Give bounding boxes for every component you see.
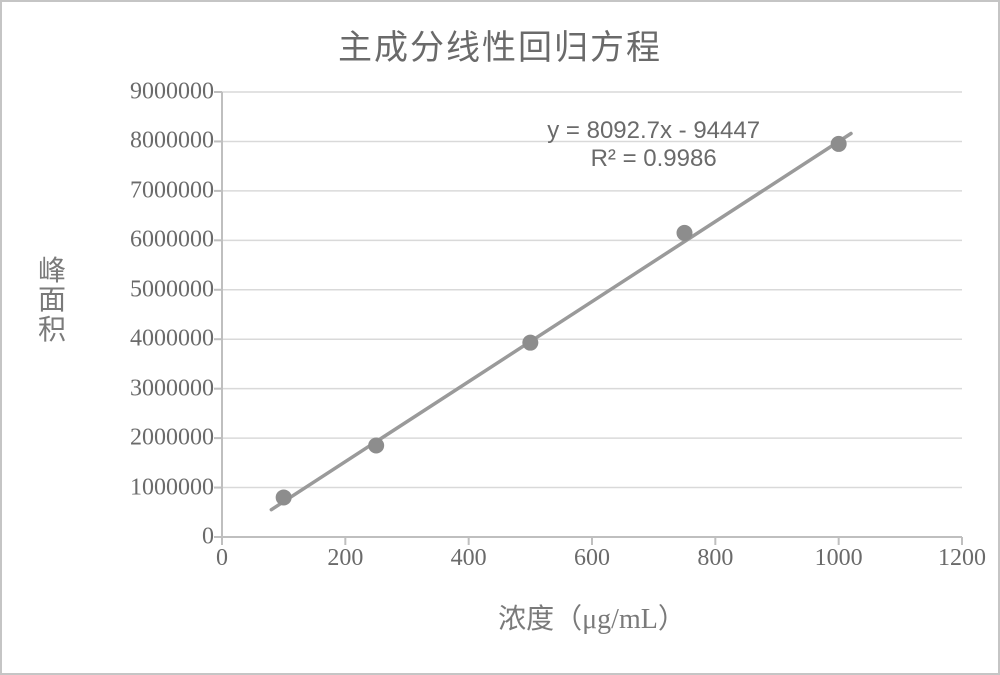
annotation-equation: y = 8092.7x - 94447 [547, 117, 760, 145]
x-axis-title: 浓度（μg/mL） [498, 597, 686, 637]
x-tick-label: 1200 [938, 537, 986, 572]
x-tick-label: 600 [574, 537, 610, 572]
y-tick-label: 8000000 [130, 128, 222, 155]
x-tick-label: 800 [697, 537, 733, 572]
regression-annotation: y = 8092.7x - 94447 R² = 0.9986 [547, 117, 760, 173]
x-tick-label: 1000 [815, 537, 863, 572]
y-tick-label: 3000000 [130, 375, 222, 402]
y-axis-title-char: 峰 [36, 257, 68, 286]
y-tick-label: 2000000 [130, 425, 222, 452]
y-tick-label: 4000000 [130, 326, 222, 353]
y-tick-label: 7000000 [130, 177, 222, 204]
x-tick-label: 200 [327, 537, 363, 572]
y-tick-label: 5000000 [130, 276, 222, 303]
y-tick-label: 1000000 [130, 474, 222, 501]
y-axis-title-char: 面 [36, 286, 68, 315]
annotation-r2: R² = 0.9986 [547, 145, 760, 173]
chart-title: 主成分线性回归方程 [2, 20, 998, 69]
y-tick-label: 6000000 [130, 227, 222, 254]
x-tick-label: 0 [216, 537, 228, 572]
x-tick-label: 400 [451, 537, 487, 572]
y-axis-title: 峰面积 [36, 257, 68, 345]
chart-container: 主成分线性回归方程 0 1000000 2000000 3000000 4000000 5… [0, 0, 1000, 675]
y-axis-title-char: 积 [36, 316, 68, 345]
y-tick-label: 9000000 [130, 79, 222, 106]
